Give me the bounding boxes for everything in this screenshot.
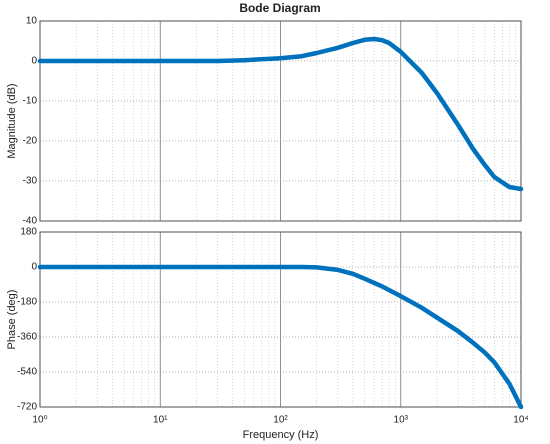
x-tick-label: 10¹: [153, 415, 168, 426]
x-axis-label: Frequency (Hz): [243, 429, 319, 441]
y-tick-label: 10: [26, 16, 38, 27]
y-tick-label: -360: [17, 332, 37, 343]
x-tick-label: 10⁴: [513, 415, 528, 426]
data-line: [37, 36, 524, 192]
y-axis-label: Phase (deg): [6, 290, 18, 350]
y-tick-label: -20: [23, 136, 38, 147]
y-tick-label: -540: [17, 367, 37, 378]
chart-title: Bode Diagram: [239, 1, 320, 15]
x-tick-label: 10²: [273, 415, 288, 426]
y-tick-label: -30: [23, 176, 38, 187]
y-tick-label: 0: [31, 56, 37, 67]
y-tick-label: -10: [23, 96, 38, 107]
y-axis-label: Magnitude (dB): [6, 83, 18, 158]
y-tick-label: -40: [23, 216, 38, 227]
y-tick-label: 0: [31, 262, 37, 273]
x-tick-label: 10³: [394, 415, 409, 426]
y-tick-label: 180: [20, 227, 37, 238]
y-tick-label: -720: [17, 402, 37, 413]
plot-frame: [39, 20, 522, 222]
plot-frame: [39, 231, 522, 408]
data-line: [37, 264, 524, 410]
y-tick-label: -180: [17, 297, 37, 308]
x-tick-label: 10⁰: [32, 415, 47, 426]
